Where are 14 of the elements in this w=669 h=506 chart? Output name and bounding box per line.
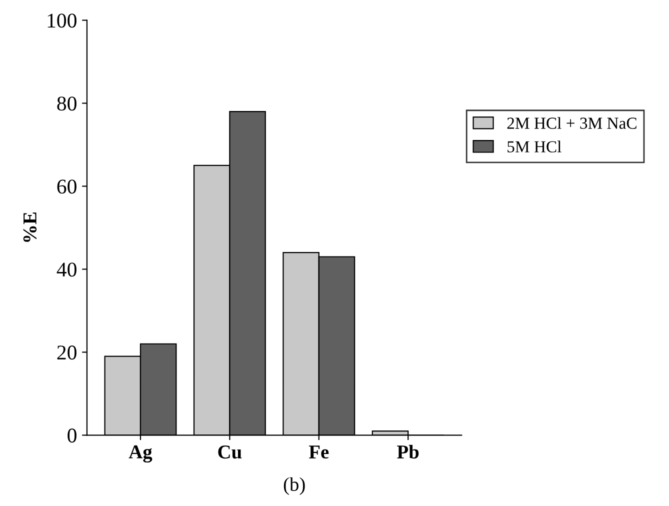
y-tick-label: 0 [68, 428, 76, 443]
x-tick-label: Fe [308, 446, 329, 459]
y-axis-title: %E [23, 212, 37, 242]
y-tick-label: 40 [56, 262, 76, 277]
legend-label: 5M HCl [508, 140, 562, 152]
y-tick-label: 100 [48, 14, 76, 28]
y-tick-label: 60 [57, 180, 76, 194]
legend-label: 2M HCl + 3M NaC [507, 117, 636, 129]
x-tick-label: Pb [397, 444, 419, 459]
x-tick-label: Cu [218, 446, 242, 459]
text: (b) [284, 477, 305, 495]
y-tick-label: 80 [57, 96, 76, 111]
x-tick-label: Ag [128, 445, 152, 463]
y-tick-label: 20 [57, 346, 76, 360]
